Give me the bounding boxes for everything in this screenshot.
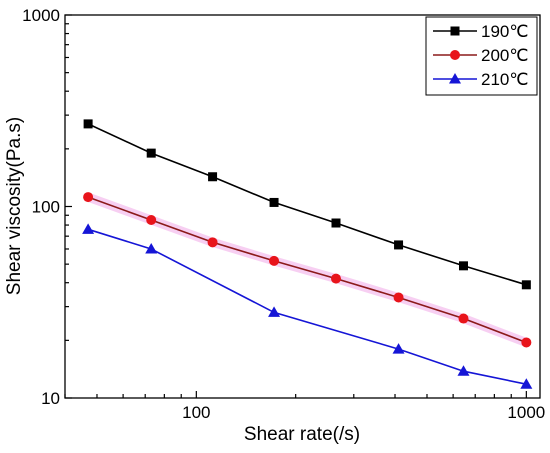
- series-1-point: [458, 261, 468, 271]
- series-1-line: [87, 123, 527, 286]
- series-layer: [82, 119, 533, 389]
- series-1-point: [208, 172, 218, 182]
- legend-box: [425, 16, 538, 96]
- series-1-point: [331, 218, 341, 228]
- series-1-point: [521, 280, 531, 290]
- series-2-point: [269, 255, 280, 266]
- series-2-point: [521, 337, 532, 348]
- series-1-point: [83, 119, 93, 129]
- x-tick-label: 100: [182, 403, 210, 422]
- series-1-point: [269, 197, 279, 207]
- series-1-point: [394, 240, 404, 250]
- legend-label-1: 190℃: [481, 22, 528, 41]
- axis-ticks: [64, 14, 527, 399]
- series-3-point: [520, 378, 533, 389]
- series-3-point: [268, 306, 281, 317]
- series-3-point: [392, 343, 405, 354]
- series-2-point: [83, 192, 94, 203]
- series-3-point: [82, 223, 95, 234]
- series-1-point: [146, 148, 156, 158]
- x-tick-label: 1000: [507, 403, 545, 422]
- series-2-point: [458, 313, 469, 324]
- series-2-point: [207, 237, 218, 248]
- y-tick-label: 1000: [22, 6, 60, 25]
- y-axis-label: Shear viscosity(Pa.s): [4, 117, 25, 295]
- series-2-line: [87, 196, 527, 344]
- legend-marker-1: [450, 26, 460, 36]
- y-tick-label: 10: [41, 389, 60, 408]
- series-3-point: [145, 242, 158, 254]
- series-3-line: [87, 228, 527, 385]
- legend-label-2: 200℃: [481, 46, 528, 65]
- series-3-point: [457, 365, 470, 376]
- legend-label-3: 210℃: [481, 70, 528, 89]
- x-axis-label: Shear rate(/s): [244, 424, 360, 445]
- legend-marker-3: [449, 73, 461, 84]
- axis-tick-labels: 100 1000 10 100 1000: [22, 6, 545, 422]
- series-2-point: [393, 292, 404, 303]
- legend-marker-2: [450, 50, 460, 60]
- series-2-point: [146, 215, 157, 226]
- series-2-point: [331, 273, 342, 284]
- y-tick-label: 100: [32, 198, 60, 217]
- legend: 190℃ 200℃ 210℃: [425, 16, 538, 96]
